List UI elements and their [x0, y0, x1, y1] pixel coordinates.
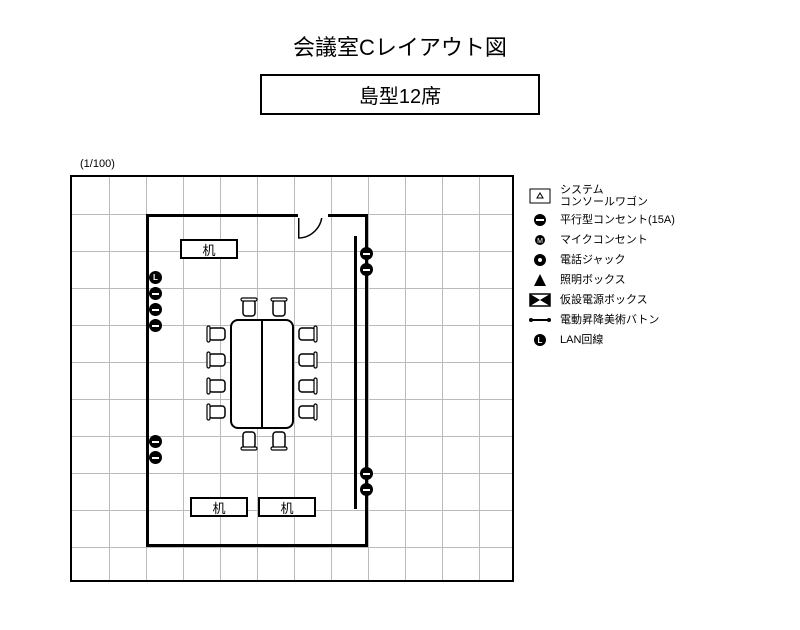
svg-text:L: L — [538, 336, 543, 345]
desk: 机 — [180, 239, 238, 259]
outlet-dot — [149, 303, 162, 316]
outlet-dot — [360, 263, 373, 276]
chair — [238, 299, 260, 317]
gridline-v — [442, 177, 443, 580]
outlet-dot — [360, 247, 373, 260]
legend: システムコンソールワゴン平行型コンセント(15A) M マイクコンセント電話ジャック… — [528, 184, 675, 352]
chair — [296, 325, 318, 343]
legend-row: M マイクコンセント — [528, 232, 675, 248]
legend-text: 仮設電源ボックス — [560, 294, 648, 306]
light-box-icon — [528, 272, 552, 288]
outlet-flat-icon — [528, 212, 552, 228]
temp-power-icon — [528, 292, 552, 308]
legend-text: 照明ボックス — [560, 274, 626, 286]
legend-row: 電話ジャック — [528, 252, 675, 268]
table-centerline — [261, 319, 263, 429]
legend-row: 仮設電源ボックス — [528, 292, 675, 308]
baton-icon — [528, 312, 552, 328]
legend-text: 電話ジャック — [560, 254, 625, 266]
chair — [206, 403, 228, 421]
legend-text: 電動昇降美術バトン — [560, 314, 659, 326]
gridline-v — [405, 177, 406, 580]
phone-jack-icon — [528, 252, 552, 268]
gridline-h — [72, 547, 512, 548]
gridline-v — [109, 177, 110, 580]
chair — [296, 377, 318, 395]
legend-text: マイクコンセント — [560, 234, 648, 246]
subtitle: 島型12席 — [260, 74, 540, 115]
outlet-mic-icon: M — [528, 232, 552, 248]
door-opening — [298, 212, 328, 218]
page-title: 会議室Cレイアウト図 — [0, 30, 800, 62]
outlet-dot — [360, 467, 373, 480]
chair — [296, 403, 318, 421]
chair — [268, 431, 290, 449]
legend-text: 平行型コンセント(15A) — [560, 214, 675, 226]
desk: 机 — [190, 497, 248, 517]
desk: 机 — [258, 497, 316, 517]
chair — [206, 377, 228, 395]
scale-label: (1/100) — [80, 158, 115, 170]
gridline-v — [479, 177, 480, 580]
chair — [268, 299, 290, 317]
chair — [206, 351, 228, 369]
legend-row: L LAN回線 — [528, 332, 675, 348]
legend-row: 電動昇降美術バトン — [528, 312, 675, 328]
outlet-dot — [360, 483, 373, 496]
floor-grid: 机机机L — [70, 175, 514, 582]
chair — [296, 351, 318, 369]
chair — [238, 431, 260, 449]
legend-text: システムコンソールワゴン — [560, 184, 648, 208]
svg-text:M: M — [537, 238, 543, 245]
outlet-dot — [149, 319, 162, 332]
legend-row: 照明ボックス — [528, 272, 675, 288]
legend-row: 平行型コンセント(15A) — [528, 212, 675, 228]
gridline-v — [368, 177, 369, 580]
outlet-dot: L — [149, 271, 162, 284]
outlet-dot — [149, 287, 162, 300]
legend-row: システムコンソールワゴン — [528, 184, 675, 208]
legend-text: LAN回線 — [560, 334, 603, 346]
outlet-dot — [149, 451, 162, 464]
lan-icon: L — [528, 332, 552, 348]
inner-wall — [354, 236, 357, 509]
console-icon — [528, 188, 552, 204]
chair — [206, 325, 228, 343]
outlet-dot — [149, 435, 162, 448]
